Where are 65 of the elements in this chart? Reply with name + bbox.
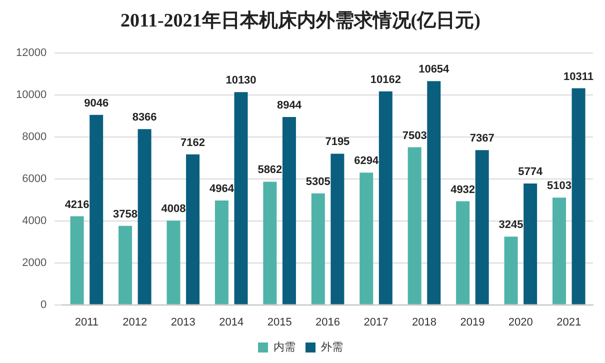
data-label: 10162 — [370, 74, 401, 86]
bar — [214, 200, 228, 304]
data-label: 5305 — [306, 176, 330, 188]
data-label: 3245 — [498, 219, 524, 232]
data-label: 4964 — [209, 183, 235, 196]
bar — [360, 172, 374, 304]
data-label: 7503 — [402, 130, 427, 142]
data-label: 9046 — [84, 97, 109, 110]
data-label: 10130 — [226, 74, 256, 87]
bar — [427, 81, 441, 304]
data-label: 10654 — [418, 64, 450, 76]
x-tick-label: 2013 — [170, 316, 196, 328]
data-label: 4008 — [161, 203, 186, 216]
y-tick-label: 6000 — [22, 172, 47, 185]
y-tick-label: 2000 — [22, 256, 47, 269]
data-label: 7195 — [325, 136, 350, 148]
data-label: 5862 — [258, 164, 282, 176]
bar — [504, 236, 518, 304]
y-tick-label: 0 — [40, 298, 47, 311]
x-tick-label: 2017 — [364, 316, 388, 328]
legend-label: 内需 — [274, 340, 296, 354]
data-label: 5774 — [518, 166, 544, 178]
bar — [524, 184, 538, 304]
data-label: 8366 — [132, 112, 157, 124]
chart-title: 2011-2021年日本机床内外需求情况(亿日元) — [120, 9, 480, 32]
bar — [408, 147, 422, 304]
bar — [234, 92, 248, 304]
bar — [186, 154, 200, 304]
x-tick-label: 2014 — [219, 316, 244, 328]
bar — [70, 216, 84, 304]
bar — [166, 220, 180, 304]
bar — [263, 182, 277, 304]
y-tick-label: 4000 — [22, 214, 47, 227]
x-tick-label: 2019 — [460, 316, 485, 328]
y-tick-label: 8000 — [22, 130, 47, 143]
bar — [572, 88, 586, 304]
data-label: 7367 — [470, 132, 494, 145]
bar — [456, 201, 470, 304]
x-tick-label: 2016 — [316, 316, 340, 328]
bar — [330, 154, 344, 304]
y-tick-label: 12000 — [16, 46, 47, 59]
x-tick-label: 2012 — [122, 316, 148, 328]
bar — [552, 198, 566, 304]
legend-label: 外需 — [321, 340, 343, 354]
bar — [282, 116, 296, 304]
data-label: 10311 — [564, 70, 594, 83]
data-label: 3758 — [113, 208, 138, 220]
x-tick-label: 2015 — [267, 316, 292, 328]
data-label: 6294 — [354, 155, 380, 168]
data-label: 4216 — [64, 198, 90, 211]
bar — [475, 150, 489, 304]
bar — [138, 129, 152, 304]
bar — [378, 91, 392, 304]
bar — [311, 193, 325, 304]
x-tick-label: 2018 — [412, 316, 436, 328]
y-tick-label: 10000 — [16, 88, 47, 101]
x-tick-label: 2011 — [74, 316, 99, 328]
data-label: 7162 — [180, 136, 206, 149]
data-label: 8944 — [276, 100, 302, 112]
bar — [118, 226, 132, 304]
x-tick-label: 2021 — [556, 316, 582, 328]
data-label: 4932 — [450, 184, 476, 196]
data-label: 5103 — [547, 180, 572, 192]
x-tick-label: 2020 — [508, 316, 533, 328]
bar — [90, 114, 104, 304]
